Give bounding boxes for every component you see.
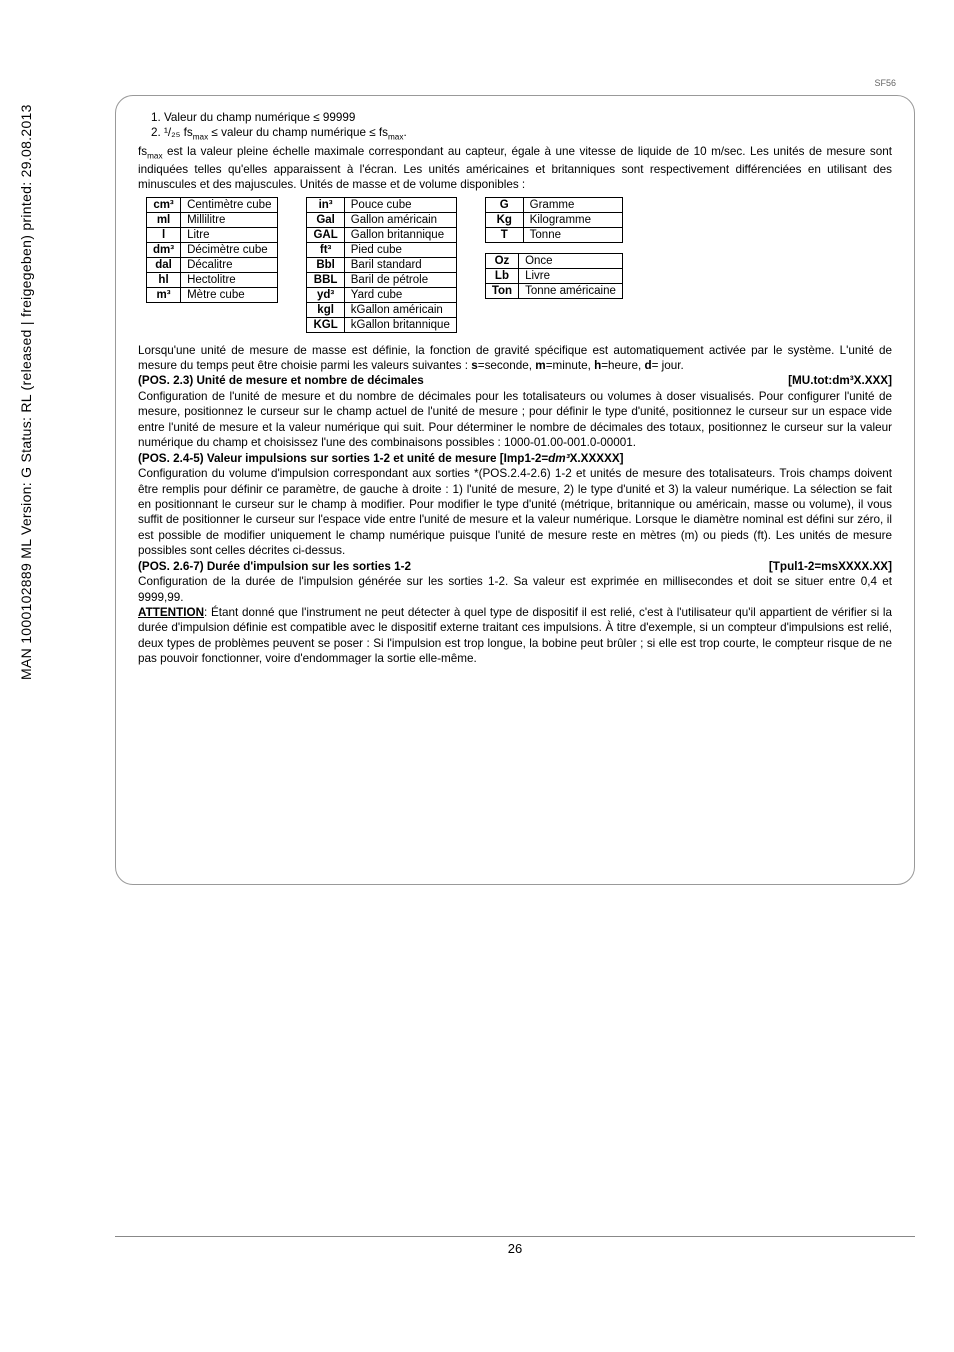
unit-symbol: dal xyxy=(147,257,181,272)
subscript: max xyxy=(388,133,403,142)
text: =heure, xyxy=(601,359,644,372)
unit-symbol: G xyxy=(485,197,523,212)
unit-label: Once xyxy=(519,253,623,268)
text: =seconde, xyxy=(478,359,536,372)
mass-tables-column: GGramme KgKilogramme TTonne OzOnce LbLiv… xyxy=(485,197,623,299)
sidebar-rotated-text: MAN 1000102889 ML Version: G Status: RL … xyxy=(18,104,34,680)
list-item: Valeur du champ numérique ≤ 99999 xyxy=(164,110,892,125)
unit-symbol: m³ xyxy=(147,287,181,302)
text: fs xyxy=(138,145,147,158)
subscript: max xyxy=(147,151,162,160)
unit-label: Gramme xyxy=(523,197,622,212)
text: =minute, xyxy=(546,359,594,372)
unit-symbol: ft³ xyxy=(307,242,344,257)
unit-label: Décimètre cube xyxy=(181,242,278,257)
unit-label: Pouce cube xyxy=(344,197,456,212)
section-title: (POS. 2.6-7) Durée d'impulsion sur les s… xyxy=(138,560,411,573)
unit-label: Pied cube xyxy=(344,242,456,257)
text: ≤ valeur du champ numérique ≤ fs xyxy=(208,126,388,139)
unit-label: Livre xyxy=(519,268,623,283)
paragraph: fsmax est la valeur pleine échelle maxim… xyxy=(138,144,892,193)
section-2-3: (POS. 2.3) Unité de mesure et nombre de … xyxy=(138,373,892,450)
unit-label: Mètre cube xyxy=(181,287,278,302)
text: . xyxy=(403,126,406,139)
unit-label: Baril standard xyxy=(344,257,456,272)
unit-label: Hectolitre xyxy=(181,272,278,287)
unit-symbol: T xyxy=(485,227,523,242)
section-tag: [MU.tot:dm³X.XXX] xyxy=(788,373,892,388)
unit-label: Tonne américaine xyxy=(519,283,623,298)
unit-label: Litre xyxy=(181,227,278,242)
section-title-part: (POS. 2.4-5) Valeur impulsions sur sorti… xyxy=(138,452,548,465)
unit-label: Gallon britannique xyxy=(344,227,456,242)
tables-row: cm³Centimètre cube mlMillilitre lLitre d… xyxy=(146,197,892,333)
bold-text: m xyxy=(535,359,545,372)
unit-label: Tonne xyxy=(523,227,622,242)
unit-symbol: cm³ xyxy=(147,197,181,212)
list-item: ¹/₂₅ fsmax ≤ valeur du champ numérique ≤… xyxy=(164,125,892,143)
unit-symbol: Gal xyxy=(307,212,344,227)
unit-label: Gallon américain xyxy=(344,212,456,227)
header-code: SF56 xyxy=(874,78,896,88)
text: est la valeur pleine échelle maximale co… xyxy=(138,145,892,192)
section-body: Configuration de l'unité de mesure et du… xyxy=(138,390,892,449)
unit-symbol: GAL xyxy=(307,227,344,242)
unit-symbol: in³ xyxy=(307,197,344,212)
unit-symbol: kgl xyxy=(307,302,344,317)
unit-symbol: dm³ xyxy=(147,242,181,257)
unit-label: Millilitre xyxy=(181,212,278,227)
numbered-list: Valeur du champ numérique ≤ 99999 ¹/₂₅ f… xyxy=(164,110,892,144)
table-imperial-volume: in³Pouce cube GalGallon américain GALGal… xyxy=(306,197,456,333)
unit-symbol: Bbl xyxy=(307,257,344,272)
section-body: Configuration de la durée de l'impulsion… xyxy=(138,575,892,603)
unit-symbol: hl xyxy=(147,272,181,287)
section-title-italic: dm³ xyxy=(548,452,569,465)
section-body: Configuration du volume d'impulsion corr… xyxy=(138,467,892,557)
unit-label: Kilogramme xyxy=(523,212,622,227)
text: ¹/₂₅ fs xyxy=(164,126,193,139)
unit-label: Centimètre cube xyxy=(181,197,278,212)
text: = jour. xyxy=(652,359,684,372)
unit-label: Décalitre xyxy=(181,257,278,272)
paragraph: Lorsqu'une unité de mesure de masse est … xyxy=(138,343,892,374)
unit-label: kGallon britannique xyxy=(344,317,456,332)
attention-paragraph: ATTENTION: Étant donné que l'instrument … xyxy=(138,605,892,667)
table-metric-volume: cm³Centimètre cube mlMillilitre lLitre d… xyxy=(146,197,278,303)
unit-label: Baril de pétrole xyxy=(344,272,456,287)
unit-symbol: Ton xyxy=(485,283,518,298)
section-2-4-5: (POS. 2.4-5) Valeur impulsions sur sorti… xyxy=(138,451,892,559)
unit-symbol: BBL xyxy=(307,272,344,287)
unit-symbol: ml xyxy=(147,212,181,227)
table-metric-mass: GGramme KgKilogramme TTonne xyxy=(485,197,623,243)
unit-symbol: l xyxy=(147,227,181,242)
bold-text: d xyxy=(644,359,651,372)
unit-symbol: Oz xyxy=(485,253,518,268)
unit-symbol: Lb xyxy=(485,268,518,283)
attention-label: ATTENTION xyxy=(138,606,204,619)
content-frame: SF56 Valeur du champ numérique ≤ 99999 ¹… xyxy=(115,95,915,885)
table-imperial-mass: OzOnce LbLivre TonTonne américaine xyxy=(485,253,623,299)
section-title-part: X.XXXXX] xyxy=(570,452,624,465)
unit-symbol: yd³ xyxy=(307,287,344,302)
section-tag: [Tpul1-2=msXXXX.XX] xyxy=(769,559,892,574)
section-2-6-7: (POS. 2.6-7) Durée d'impulsion sur les s… xyxy=(138,559,892,605)
unit-label: Yard cube xyxy=(344,287,456,302)
unit-symbol: Kg xyxy=(485,212,523,227)
attention-body: : Étant donné que l'instrument ne peut d… xyxy=(138,606,892,665)
subscript: max xyxy=(193,133,208,142)
page-number: 26 xyxy=(115,1236,915,1256)
section-title: (POS. 2.3) Unité de mesure et nombre de … xyxy=(138,374,424,387)
unit-label: kGallon américain xyxy=(344,302,456,317)
unit-symbol: KGL xyxy=(307,317,344,332)
